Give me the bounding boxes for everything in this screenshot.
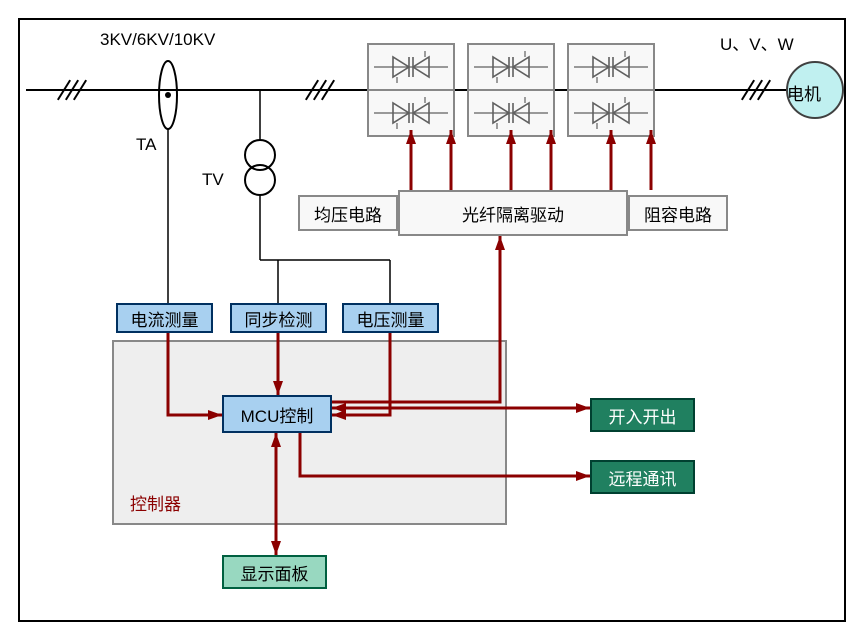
block-sync-detect: 同步检测 — [230, 303, 327, 333]
label-phases: U、V、W — [720, 30, 794, 55]
block-voltage-measure: 电压测量 — [342, 303, 439, 333]
block-mcu: MCU控制 — [222, 395, 332, 433]
block-current-measure: 电流测量 — [116, 303, 213, 333]
label-voltage-rating: 3KV/6KV/10KV — [100, 30, 215, 50]
block-remote-comm: 远程通讯 — [590, 460, 695, 494]
block-fiber-drive: 光纤隔离驱动 — [398, 190, 628, 236]
diagram-stage: 电流测量同步检测电压测量 MCU控制显示面板 开入开出远程通讯 均压电路光纤隔离驱动阻… — [0, 0, 865, 640]
label-tv: TV — [202, 170, 224, 190]
block-display-panel: 显示面板 — [222, 555, 327, 589]
block-io: 开入开出 — [590, 398, 695, 432]
block-rc-circuit: 阻容电路 — [628, 195, 728, 231]
label-controller: 控制器 — [130, 490, 181, 515]
label-ta: TA — [136, 135, 156, 155]
block-balance-circuit: 均压电路 — [298, 195, 398, 231]
label-motor: 电机 — [787, 80, 821, 105]
